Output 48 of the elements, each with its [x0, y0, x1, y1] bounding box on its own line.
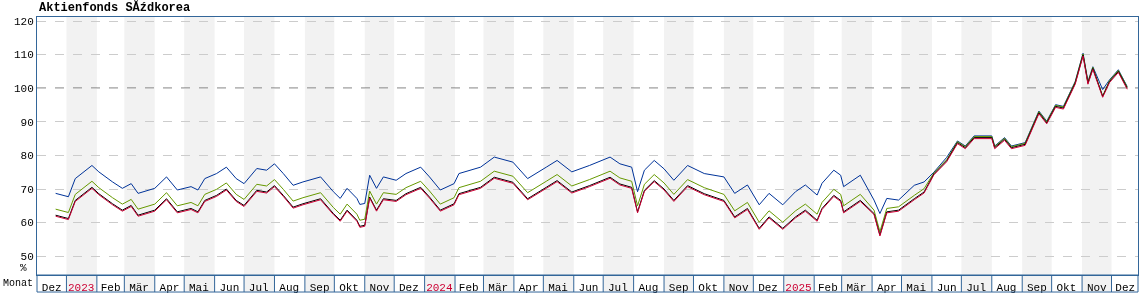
x-tick-label: Jul	[966, 282, 986, 295]
x-tick-label: 2025	[785, 282, 812, 295]
x-tick-label: Sep	[309, 282, 330, 295]
y-tick-label: 50	[20, 251, 34, 264]
x-tick-label: Okt	[339, 282, 359, 295]
x-tick-label: Apr	[876, 282, 897, 295]
x-tick-label: Apr	[518, 282, 539, 295]
x-tick-label: Feb	[458, 282, 479, 295]
y-tick-label: 60	[20, 217, 34, 230]
y-tick-label: 110	[13, 49, 34, 62]
x-tick-label: Jun	[578, 282, 599, 295]
x-tick-label: Aug	[638, 282, 659, 295]
x-tick-label: Nov	[369, 282, 390, 295]
x-tick-label: Mai	[189, 282, 210, 295]
x-tick-label: Mai	[548, 282, 569, 295]
x-tick-label: Dez	[1115, 282, 1136, 295]
x-tick-label: Nov	[728, 282, 749, 295]
y-axis-title: %	[20, 262, 27, 274]
x-tick-label: Feb	[818, 282, 838, 295]
x-tick-label: Jul	[608, 282, 628, 295]
y-tick-label: 100	[13, 83, 34, 96]
x-tick-label: Okt	[1056, 282, 1077, 295]
x-tick-label: Mai	[906, 282, 927, 295]
x-tick-label: Jun	[936, 282, 957, 295]
x-axis-title: Monat	[3, 278, 34, 289]
y-tick-label: 70	[20, 183, 34, 196]
x-tick-label: Apr	[159, 282, 180, 295]
x-tick-label: Jun	[219, 282, 240, 295]
x-tick-label: Mär	[129, 282, 149, 295]
x-tick-label: 2024	[426, 282, 453, 295]
x-tick-label: Feb	[100, 282, 121, 295]
y-tick-label: 120	[13, 15, 34, 28]
x-tick-label: 2023	[67, 282, 95, 295]
x-tick-label: Aug	[996, 282, 1017, 295]
x-tick-label: Mär	[846, 282, 867, 295]
x-tick-label: Sep	[668, 282, 689, 295]
x-tick-label: Dez	[41, 282, 62, 295]
x-tick-label: Mär	[488, 282, 509, 295]
chart-title: Aktienfonds SĂźdkorea	[39, 0, 191, 15]
x-tick-label: Dez	[758, 282, 778, 295]
x-tick-label: Sep	[1027, 282, 1047, 295]
x-tick-label: Okt	[698, 282, 719, 295]
x-tick-label: Aug	[279, 282, 300, 295]
y-tick-label: 80	[20, 150, 34, 163]
x-tick-label: Jul	[248, 282, 269, 295]
x-tick-label: Dez	[399, 282, 419, 295]
y-tick-label: 90	[20, 116, 34, 129]
x-tick-label: Nov	[1086, 282, 1108, 295]
